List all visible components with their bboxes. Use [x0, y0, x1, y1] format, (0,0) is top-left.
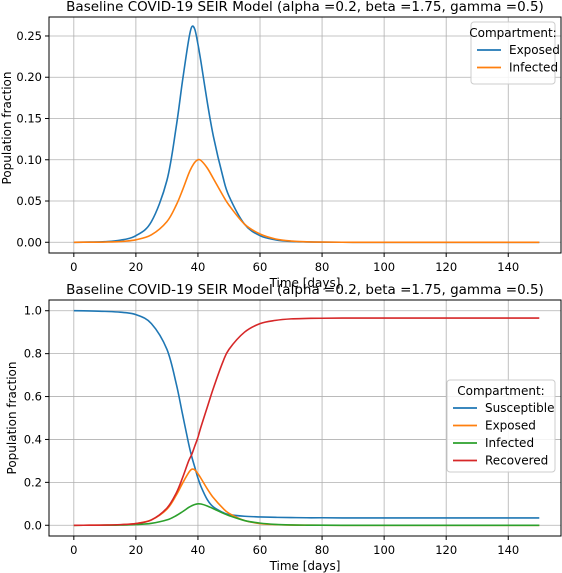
- x-tick-label: 80: [315, 260, 330, 274]
- x-tick-label: 120: [435, 260, 457, 274]
- series-line-exposed: [73, 468, 540, 527]
- legend-entry: Infected: [509, 61, 558, 75]
- y-tick-label: 1.0: [24, 304, 42, 318]
- x-tick-label: 100: [373, 260, 395, 274]
- y-tick-label: 0.15: [16, 111, 42, 125]
- x-tick-label: 60: [253, 543, 268, 557]
- x-tick-label: 0: [70, 260, 77, 274]
- x-tick-label: 80: [315, 543, 330, 557]
- x-tick-label: 20: [129, 543, 144, 557]
- x-tick-label: 0: [70, 543, 77, 557]
- y-ticks: 0.00 0.05 0.10 0.15 0.20 0.25: [16, 29, 49, 249]
- y-tick-label: 0.8: [24, 347, 42, 361]
- axes-frame: [48, 299, 562, 537]
- chart-title: Baseline COVID-19 SEIR Model (alpha =0.2…: [66, 282, 544, 298]
- axes-frame: [48, 16, 562, 254]
- legend-box: [470, 21, 556, 85]
- series-line-recovered: [73, 317, 540, 527]
- chart-title: Baseline COVID-19 SEIR Model (alpha =0.2…: [66, 0, 544, 15]
- y-tick-label: 0.05: [16, 194, 42, 208]
- x-tick-label: 140: [497, 260, 519, 274]
- legend-title: Compartment:: [469, 26, 556, 40]
- legend-entry: Infected: [485, 436, 534, 450]
- x-tick-label: 20: [129, 260, 144, 274]
- series-line-susceptible: [73, 309, 540, 519]
- y-tick-label: 0.6: [24, 390, 42, 404]
- y-axis-label: Population fraction: [0, 72, 14, 185]
- y-tick-label: 0.2: [24, 475, 42, 489]
- x-ticks: 0 20 40 60 80 100 120 140: [70, 253, 519, 274]
- series-line-exposed: [73, 25, 540, 244]
- x-ticks: 0 20 40 60 80 100 120 140: [70, 536, 519, 557]
- y-tick-label: 0.20: [16, 70, 42, 84]
- legend-entry: Exposed: [509, 43, 560, 57]
- y-tick-label: 0.4: [24, 432, 42, 446]
- legend-entry: Recovered: [485, 454, 548, 468]
- x-tick-label: 100: [373, 543, 395, 557]
- legend: Compartment: Susceptible Exposed Infected Re…: [446, 379, 556, 473]
- legend-entry: Exposed: [485, 419, 536, 433]
- plot-lines: [73, 25, 540, 244]
- legend-entry: Susceptible: [485, 401, 554, 415]
- y-axis-label: Population fraction: [5, 362, 19, 475]
- plot-lines: [73, 309, 540, 527]
- chart-panel-top: Baseline COVID-19 SEIR Model (alpha =0.2…: [0, 0, 562, 290]
- y-tick-label: 0.10: [16, 153, 42, 167]
- x-axis-label: Time [days]: [269, 276, 341, 290]
- y-tick-label: 0.00: [16, 235, 42, 249]
- y-ticks: 0.0 0.2 0.4 0.6 0.8 1.0: [24, 304, 49, 532]
- x-tick-label: 140: [497, 543, 519, 557]
- legend: Compartment: Exposed Infected: [469, 21, 560, 85]
- x-tick-label: 40: [191, 260, 206, 274]
- x-tick-label: 120: [435, 543, 457, 557]
- x-tick-label: 60: [253, 260, 268, 274]
- series-line-infected: [73, 158, 540, 244]
- legend-title: Compartment:: [457, 384, 544, 398]
- chart-panel-bottom: Baseline COVID-19 SEIR Model (alpha =0.2…: [5, 282, 562, 573]
- y-tick-label: 0.25: [16, 29, 42, 43]
- x-axis-label: Time [days]: [269, 559, 341, 573]
- series-line-infected: [73, 502, 540, 527]
- legend-box: [446, 379, 556, 473]
- x-tick-label: 40: [191, 543, 206, 557]
- y-tick-label: 0.0: [24, 518, 42, 532]
